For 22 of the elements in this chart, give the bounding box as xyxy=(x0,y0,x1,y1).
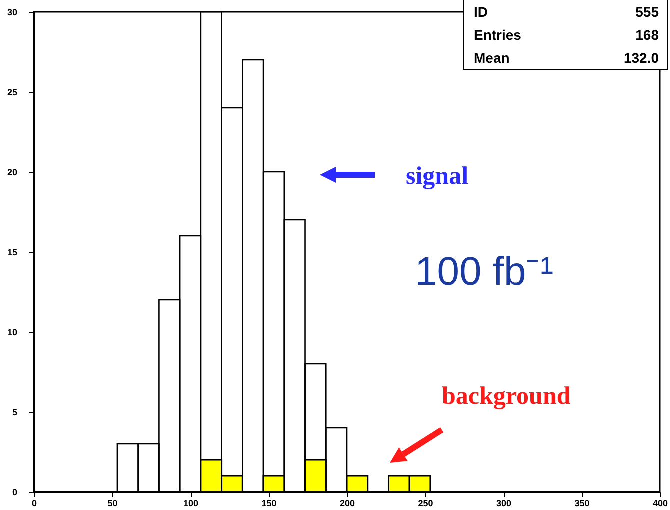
y-tick-label: 15 xyxy=(7,248,18,258)
y-tick-label: 20 xyxy=(7,168,18,178)
x-tick-label: 200 xyxy=(340,498,356,508)
x-tick-label: 0 xyxy=(32,498,38,508)
x-tick-label: 400 xyxy=(652,498,668,508)
x-tick-label: 150 xyxy=(262,498,277,508)
y-tick-label: 5 xyxy=(12,408,18,418)
y-tick-label: 25 xyxy=(7,88,18,98)
annotation: signal xyxy=(406,163,469,191)
x-tick-label: 250 xyxy=(418,498,434,508)
y-tick-label: 30 xyxy=(7,8,18,18)
text: Mean 132.0 xyxy=(474,50,659,66)
y-tick-label: 10 xyxy=(7,328,18,338)
x-tick-label: 50 xyxy=(108,498,118,508)
x-tick-label: 350 xyxy=(574,498,590,508)
text: ID 555 xyxy=(474,4,659,20)
annotation: background xyxy=(442,383,571,411)
annotation: 100 fb⁻¹ xyxy=(415,249,554,296)
text: Entries 168 xyxy=(474,27,659,43)
y-tick-label: 0 xyxy=(12,488,18,498)
x-tick-label: 300 xyxy=(496,498,512,508)
x-tick-label: 100 xyxy=(183,498,199,508)
